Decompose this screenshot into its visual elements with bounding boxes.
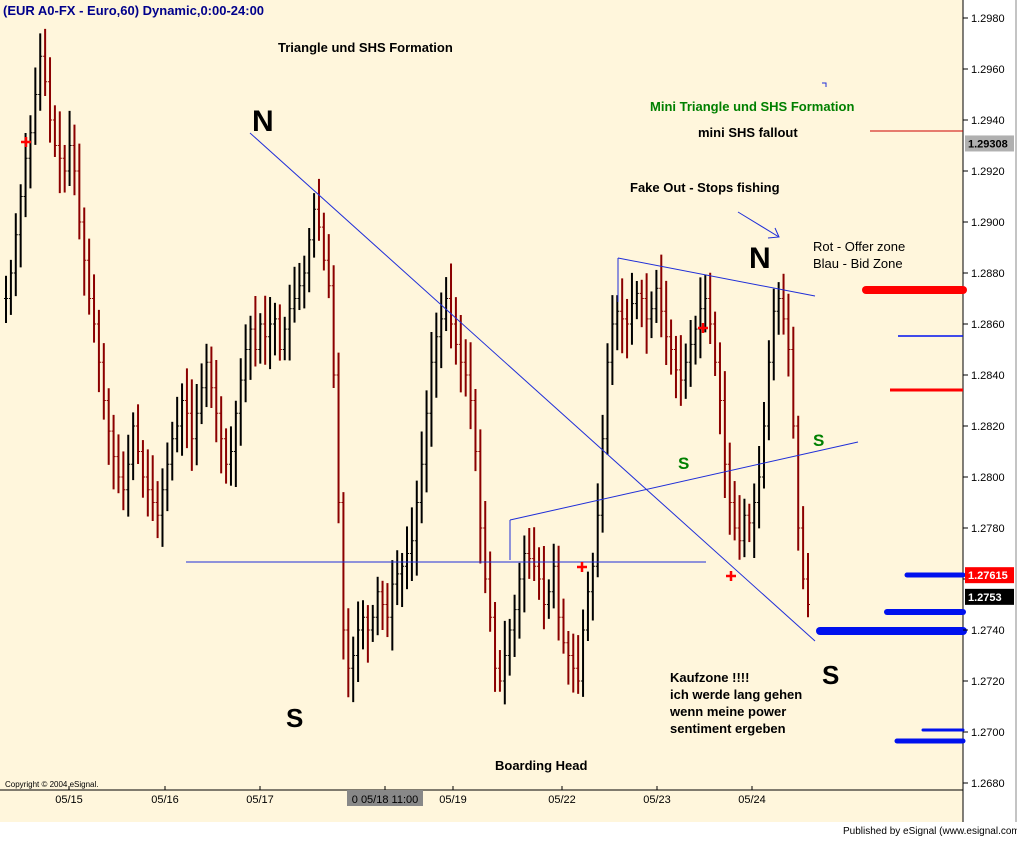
price-tag-box (965, 588, 1014, 605)
mini-triangle-bottom-line (509, 441, 859, 521)
price-tags-group: 1.29308 1.27615 1.2753 (965, 135, 1014, 605)
red-cross-marker (726, 571, 736, 581)
small-marker-top (822, 82, 827, 87)
mini-triangle-top-line (617, 257, 816, 297)
annotations-group: Triangle und SHS Formation Mini Triangle… (252, 40, 905, 773)
publisher-footer: Published by eSignal (www.esignal.com) (843, 826, 1017, 837)
fakeout-arrow-shaft (737, 211, 780, 238)
mini-fallout-annotation: mini SHS fallout (698, 125, 798, 140)
y-tick-label: 1.2900 (971, 217, 1005, 229)
kaufzone-line-1: Kaufzone !!!! (670, 670, 749, 685)
s-left-label: S (286, 703, 303, 733)
fakeout-arrow-head (767, 227, 780, 239)
y-tick-label: 1.2860 (971, 319, 1005, 331)
title-mini-annotation: Mini Triangle und SHS Formation (650, 99, 854, 114)
x-tick-label: 05/15 (55, 794, 83, 806)
s-right-label: S (822, 660, 839, 690)
y-tick-label: 1.2960 (971, 64, 1005, 76)
y-tick-label: 1.2980 (971, 13, 1005, 25)
bid-zone-legend: Blau - Bid Zone (813, 256, 903, 271)
plot-area[interactable] (0, 0, 963, 822)
offer-zone-legend: Rot - Offer zone (813, 239, 905, 254)
x-tick-label: 05/16 (151, 794, 179, 806)
n-left-label: N (252, 105, 274, 138)
y-tick-label: 1.2800 (971, 472, 1005, 484)
cursor-time-box (347, 790, 423, 806)
s-green-right-label: S (813, 431, 824, 450)
y-tick-label: 1.2680 (971, 778, 1005, 790)
kaufzone-line-3: wenn meine power (669, 704, 786, 719)
cursor-time-label: 0 05/18 11:00 (352, 794, 418, 806)
y-tick-label: 1.2880 (971, 268, 1005, 280)
main-triangle-upper-line (249, 132, 816, 642)
boarding-head-label: Boarding Head (495, 758, 588, 773)
s-green-left-label: S (678, 454, 689, 473)
y-tick-label: 1.2700 (971, 727, 1005, 739)
y-tick-label: 1.2940 (971, 115, 1005, 127)
y-tick-label: 1.2920 (971, 166, 1005, 178)
price-tag-box (965, 567, 1014, 584)
copyright-text: Copyright © 2004 eSignal. (5, 780, 99, 789)
y-tick-label: 1.2840 (971, 370, 1005, 382)
y-tick-label: 1.2780 (971, 523, 1005, 535)
x-axis-group: 05/15 05/16 05/17 0 05/18 11:00 05/19 05/22 05… (55, 786, 766, 806)
y-tick-label: 1.2740 (971, 625, 1005, 637)
price-tag-label: 1.29308 (968, 138, 1008, 150)
trendlines-group (186, 82, 963, 642)
red-cross-marker (577, 562, 587, 572)
price-bars-group (4, 28, 810, 705)
red-cross-marker (698, 323, 708, 333)
y-tick-label: 1.2720 (971, 676, 1005, 688)
kaufzone-line-4: sentiment ergeben (670, 721, 786, 736)
x-tick-label: 05/24 (738, 794, 766, 806)
n-right-label: N (749, 242, 771, 275)
x-tick-label: 05/22 (548, 794, 576, 806)
price-tag-label: 1.27615 (968, 570, 1008, 582)
title-main-annotation: Triangle und SHS Formation (278, 40, 453, 55)
price-tag-label: 1.2753 (968, 592, 1002, 604)
x-tick-label: 05/19 (439, 794, 467, 806)
red-cross-marker (21, 137, 31, 147)
zones-group (816, 286, 967, 744)
y-tick-label: 1.2820 (971, 421, 1005, 433)
chart-title: (EUR A0-FX - Euro,60) Dynamic,0:00-24:00 (3, 3, 264, 18)
markers-group (21, 137, 736, 581)
x-tick-label: 05/23 (643, 794, 671, 806)
kaufzone-line-2: ich werde lang gehen (670, 687, 802, 702)
x-tick-label: 05/17 (246, 794, 274, 806)
price-tag-box (965, 135, 1014, 152)
fakeout-annotation: Fake Out - Stops fishing (630, 180, 780, 195)
